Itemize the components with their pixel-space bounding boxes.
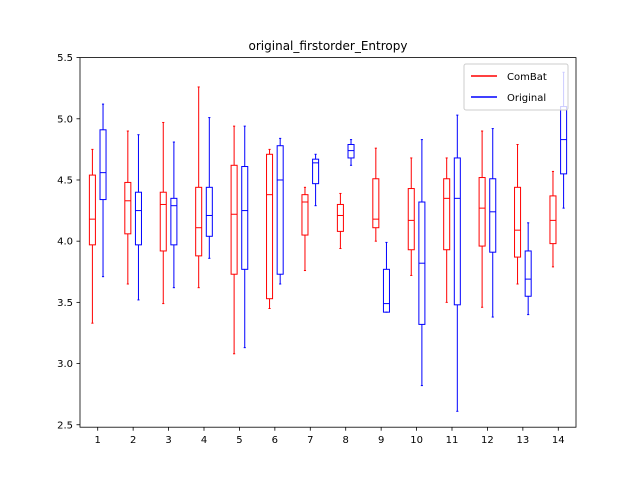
box-iqr [407, 188, 415, 251]
y-tick-label: 4.0 [57, 237, 73, 248]
y-tick-label: 5.5 [57, 53, 73, 64]
box-original-5 [241, 125, 249, 349]
box-iqr [170, 197, 178, 246]
box-combat-2 [124, 130, 132, 285]
y-tick-label: 4.5 [57, 175, 73, 186]
box-original-8 [347, 139, 355, 166]
y-tick-label: 3.5 [57, 298, 73, 309]
legend-label-combat: ComBat [507, 72, 547, 83]
x-tick-label: 5 [236, 435, 242, 446]
box-combat-5 [230, 125, 238, 355]
box-combat-13 [514, 143, 522, 285]
box-combat-6 [266, 148, 274, 309]
box-original-12 [489, 128, 497, 318]
box-iqr [88, 174, 96, 246]
box-iqr [453, 157, 461, 306]
box-original-6 [276, 137, 284, 285]
box-iqr [514, 186, 522, 258]
box-iqr [382, 268, 390, 313]
chart-title: original_firstorder_Entropy [249, 39, 408, 53]
box-iqr [549, 195, 557, 245]
box-iqr [301, 194, 309, 236]
y-tick-label: 2.5 [57, 420, 73, 431]
x-tick-label: 3 [165, 435, 171, 446]
legend: ComBat Original [463, 63, 569, 111]
x-tick-label: 9 [378, 435, 384, 446]
box-iqr [312, 158, 320, 185]
box-iqr [195, 186, 203, 257]
x-tick-label: 6 [272, 435, 278, 446]
box-iqr [347, 143, 355, 159]
box-iqr [230, 164, 238, 275]
box-combat-4 [195, 86, 203, 289]
x-tick-label: 8 [343, 435, 349, 446]
axes-frame [79, 57, 577, 428]
box-combat-11 [443, 157, 451, 303]
box-iqr [372, 178, 380, 229]
box-combat-14 [549, 170, 557, 268]
y-tick-label: 5.0 [57, 114, 73, 125]
box-iqr [266, 153, 274, 300]
box-original-3 [170, 141, 178, 289]
x-tick-label: 14 [552, 435, 565, 446]
box-original-1 [99, 103, 107, 278]
box-combat-1 [88, 148, 96, 324]
box-iqr [524, 250, 532, 297]
x-tick-label: 2 [130, 435, 136, 446]
box-original-9 [382, 241, 390, 313]
box-iqr [99, 129, 107, 201]
box-combat-3 [159, 121, 167, 305]
box-original-10 [418, 139, 426, 387]
x-tick-label: 11 [446, 435, 459, 446]
box-iqr [241, 166, 249, 270]
box-combat-7 [301, 186, 309, 272]
box-iqr [276, 145, 284, 275]
x-tick-label: 7 [307, 435, 313, 446]
box-original-11 [453, 114, 461, 412]
x-tick-label: 13 [516, 435, 529, 446]
box-original-2 [134, 134, 142, 301]
x-tick-label: 4 [201, 435, 207, 446]
x-tick-label: 10 [410, 435, 423, 446]
box-iqr [336, 203, 344, 232]
box-combat-12 [478, 130, 486, 308]
x-tick-label: 12 [481, 435, 494, 446]
box-iqr [205, 186, 213, 237]
box-original-4 [205, 117, 213, 259]
box-combat-9 [372, 147, 380, 242]
y-tick-label: 3.0 [57, 359, 73, 370]
box-iqr [478, 177, 486, 247]
x-tick-label: 1 [95, 435, 101, 446]
box-iqr [489, 178, 497, 253]
box-iqr [134, 191, 142, 246]
box-iqr [443, 178, 451, 251]
legend-label-original: Original [507, 93, 546, 104]
box-original-7 [312, 153, 320, 207]
box-iqr [159, 191, 167, 252]
box-iqr [124, 181, 132, 235]
box-combat-8 [336, 192, 344, 250]
box-combat-10 [407, 157, 415, 276]
box-original-13 [524, 222, 532, 316]
